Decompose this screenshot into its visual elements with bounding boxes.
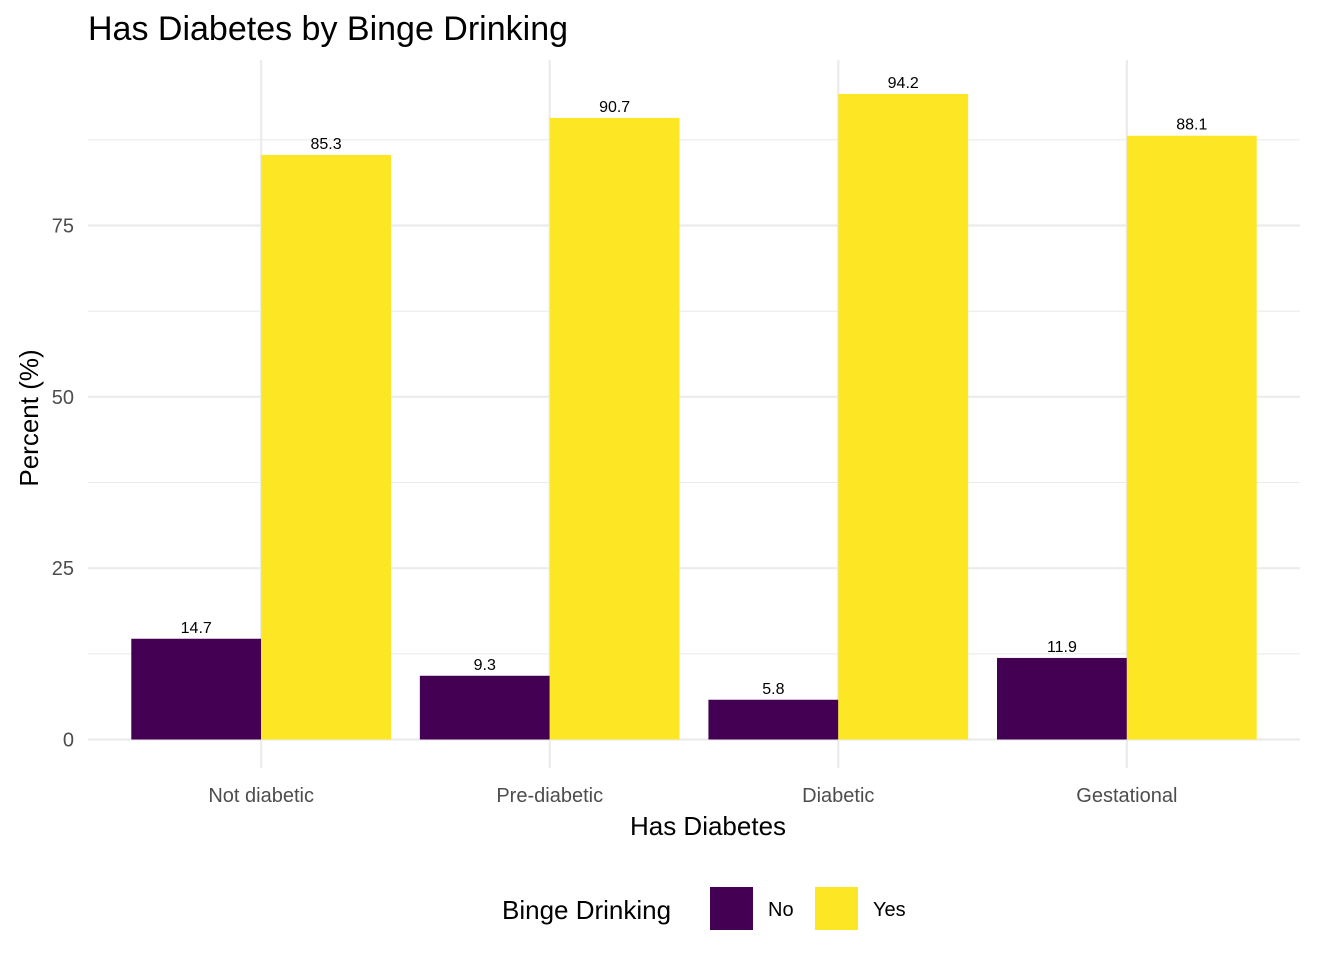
- x-tick-label: Diabetic: [802, 785, 874, 807]
- y-tick-label: 25: [52, 558, 74, 580]
- chart-title: Has Diabetes by Binge Drinking: [88, 10, 568, 48]
- data-label: 90.7: [599, 99, 630, 116]
- bar: [1126, 135, 1257, 740]
- legend-label-no: No: [768, 899, 794, 921]
- legend-swatch-yes: [815, 887, 858, 930]
- data-label: 5.8: [762, 681, 784, 698]
- y-tick-label: 0: [63, 730, 74, 752]
- data-label: 88.1: [1176, 117, 1207, 134]
- y-tick-label: 50: [52, 387, 74, 409]
- legend-swatch-no: [710, 887, 753, 930]
- legend-label-yes: Yes: [873, 899, 906, 921]
- bar: [708, 699, 839, 740]
- bar: [419, 675, 550, 740]
- x-axis-ticks: Not diabetic Pre-diabetic Diabetic Gestatio…: [208, 785, 1177, 807]
- bar: [131, 638, 262, 740]
- bar: [997, 657, 1127, 740]
- x-tick-label: Gestational: [1076, 785, 1177, 807]
- legend-title: Binge Drinking: [502, 895, 671, 925]
- bar: [261, 154, 391, 740]
- data-label: 14.7: [181, 620, 212, 637]
- legend: Binge Drinking No Yes: [502, 887, 906, 930]
- data-label: 9.3: [474, 657, 496, 674]
- y-axis-title: Percent (%): [14, 349, 44, 486]
- data-label: 94.2: [888, 75, 919, 92]
- bar: [549, 117, 680, 740]
- x-axis-title: Has Diabetes: [630, 811, 786, 841]
- data-label: 11.9: [1047, 639, 1077, 656]
- data-label: 85.3: [311, 136, 342, 153]
- bars: [131, 93, 1257, 740]
- bar: [838, 93, 969, 740]
- y-axis-ticks: 0 25 50 75: [52, 216, 74, 752]
- x-tick-label: Pre-diabetic: [496, 785, 603, 807]
- data-labels: 14.7 9.3 5.8 11.9 85.3 90.7 94.2 88.1: [181, 75, 1208, 698]
- y-tick-label: 75: [52, 216, 74, 238]
- x-tick-label: Not diabetic: [208, 785, 314, 807]
